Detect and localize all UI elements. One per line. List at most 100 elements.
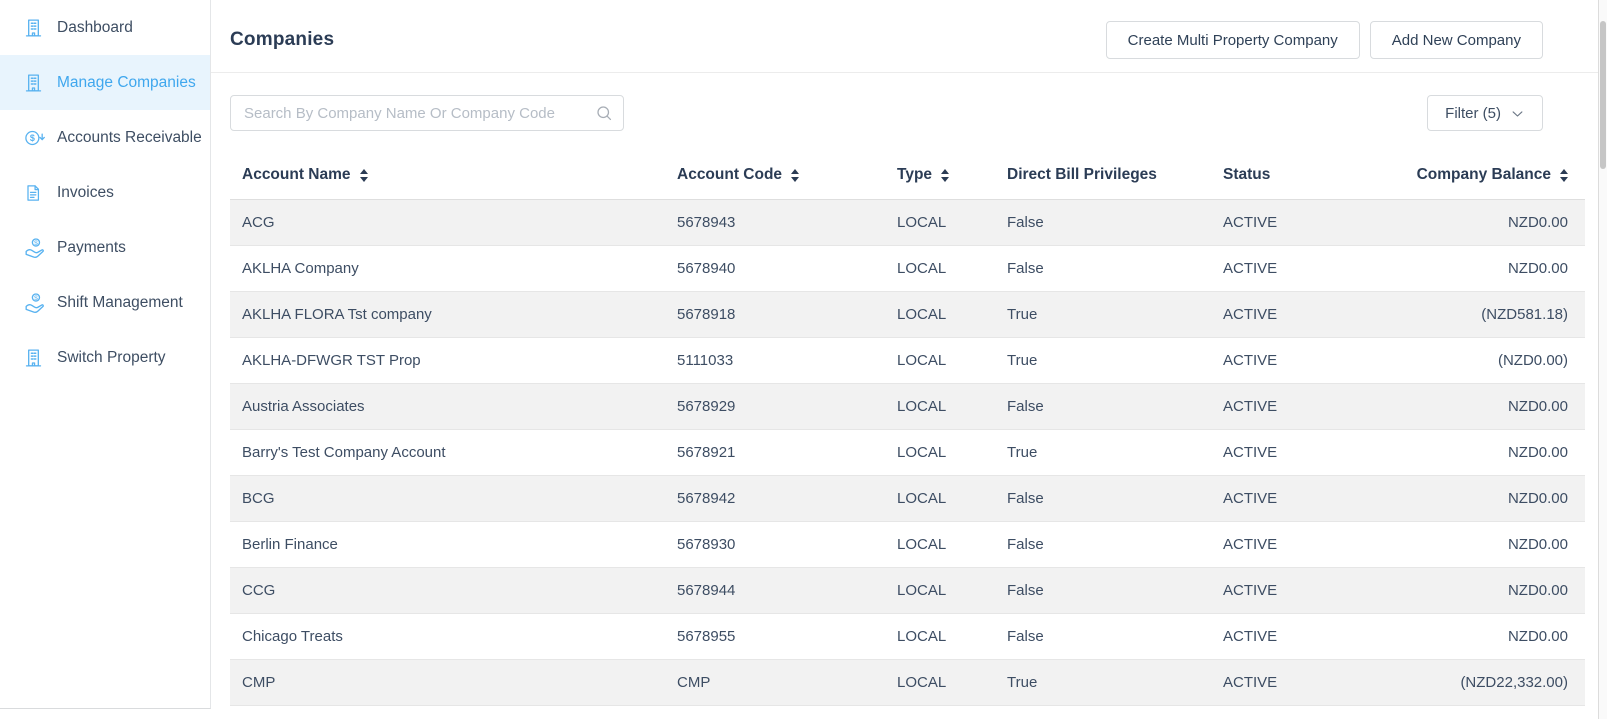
cell-account-name: AKLHA-DFWGR TST Prop <box>230 337 665 384</box>
sidebar-item-label: Switch Property <box>57 348 166 366</box>
cell-account-code: 5678930 <box>665 521 885 568</box>
cell-account-name: Austria Associates <box>230 383 665 430</box>
svg-text:$: $ <box>34 239 38 246</box>
cell-type: LOCAL <box>885 475 995 522</box>
cell-account-code: 5678955 <box>665 613 885 660</box>
cell-status: ACTIVE <box>1211 383 1383 430</box>
sidebar-item-dashboard[interactable]: Dashboard <box>0 0 210 55</box>
header-divider <box>211 72 1598 73</box>
sort-icon <box>941 169 950 182</box>
cell-account-code: 5678942 <box>665 475 885 522</box>
cell-type: LOCAL <box>885 613 995 660</box>
building-icon <box>23 16 46 40</box>
sort-icon <box>359 169 368 182</box>
cell-direct-bill-privileges: True <box>995 429 1211 476</box>
cell-account-code: 5678944 <box>665 567 885 614</box>
sidebar-item-switch-property[interactable]: Switch Property <box>0 330 210 385</box>
filter-button[interactable]: Filter (5) <box>1427 95 1543 131</box>
add-new-company-button[interactable]: Add New Company <box>1369 21 1543 59</box>
cell-status: ACTIVE <box>1211 567 1383 614</box>
cell-company-balance: NZD0.00 <box>1383 383 1585 430</box>
table-row[interactable]: AKLHA Company 5678940 LOCAL False ACTIVE NZD0… <box>230 245 1585 292</box>
cell-company-balance: NZD0.00 <box>1383 429 1585 476</box>
sort-icon <box>791 169 800 182</box>
cell-company-balance: NZD0.00 <box>1383 475 1585 522</box>
column-header-status: Status <box>1211 152 1383 200</box>
column-header-type[interactable]: Type <box>885 152 995 200</box>
sidebar-item-payments[interactable]: $ Payments <box>0 220 210 275</box>
cell-account-name: CMP <box>230 659 665 706</box>
cell-company-balance: NZD0.00 <box>1383 613 1585 660</box>
cell-status: ACTIVE <box>1211 659 1383 706</box>
cell-status: ACTIVE <box>1211 613 1383 660</box>
building-icon <box>23 71 46 95</box>
search-input[interactable] <box>230 95 624 131</box>
scrollbar-thumb[interactable] <box>1600 21 1606 169</box>
chevron-down-icon <box>1510 106 1525 121</box>
cell-type: LOCAL <box>885 199 995 246</box>
column-label: Direct Bill Privileges <box>1007 166 1157 184</box>
create-multi-property-company-button[interactable]: Create Multi Property Company <box>1105 21 1360 59</box>
table-row[interactable]: AKLHA-DFWGR TST Prop 5111033 LOCAL True ACTI… <box>230 337 1585 384</box>
cell-account-name: Chicago Treats <box>230 613 665 660</box>
cell-direct-bill-privileges: True <box>995 291 1211 338</box>
table-row[interactable]: Austria Associates 5678929 LOCAL False ACTIV… <box>230 383 1585 430</box>
cell-account-code: 5678940 <box>665 245 885 292</box>
cell-type: LOCAL <box>885 429 995 476</box>
cell-direct-bill-privileges: False <box>995 521 1211 568</box>
table-row[interactable]: CMP CMP LOCAL True ACTIVE (NZD22,332.00) <box>230 659 1585 706</box>
cell-type: LOCAL <box>885 383 995 430</box>
cell-status: ACTIVE <box>1211 199 1383 246</box>
svg-text:$: $ <box>34 294 38 301</box>
header-actions: Create Multi Property Company Add New Co… <box>1105 21 1543 59</box>
sidebar-item-manage-companies[interactable]: Manage Companies <box>0 55 210 110</box>
sidebar-item-invoices[interactable]: Invoices <box>0 165 210 220</box>
cell-direct-bill-privileges: False <box>995 613 1211 660</box>
cell-direct-bill-privileges: False <box>995 199 1211 246</box>
cell-account-name: AKLHA Company <box>230 245 665 292</box>
search-box <box>230 95 624 131</box>
cell-account-code: 5678918 <box>665 291 885 338</box>
hand-coin-icon: $ <box>23 291 46 315</box>
invoice-icon <box>23 181 46 205</box>
column-header-direct-bill-privileges: Direct Bill Privileges <box>995 152 1211 200</box>
cell-company-balance: (NZD581.18) <box>1383 291 1585 338</box>
cell-company-balance: NZD0.00 <box>1383 567 1585 614</box>
table-row[interactable]: Chicago Treats 5678955 LOCAL False ACTIVE NZD… <box>230 613 1585 660</box>
cell-direct-bill-privileges: False <box>995 567 1211 614</box>
cell-type: LOCAL <box>885 337 995 384</box>
cell-status: ACTIVE <box>1211 337 1383 384</box>
column-header-account-name[interactable]: Account Name <box>230 152 665 200</box>
cell-account-name: CCG <box>230 567 665 614</box>
table-row[interactable]: AKLHA FLORA Tst company 5678918 LOCAL True A… <box>230 291 1585 338</box>
cell-account-code: 5111033 <box>665 337 885 384</box>
column-label: Account Code <box>677 166 783 184</box>
column-header-account-code[interactable]: Account Code <box>665 152 885 200</box>
cell-company-balance: (NZD0.00) <box>1383 337 1585 384</box>
table-row[interactable]: ACG 5678943 LOCAL False ACTIVE NZD0.00 <box>230 199 1585 246</box>
sidebar-item-shift-management[interactable]: $ Shift Management <box>0 275 210 330</box>
sidebar-item-label: Manage Companies <box>57 73 196 91</box>
cell-direct-bill-privileges: False <box>995 383 1211 430</box>
table-row[interactable]: Berlin Finance 5678930 LOCAL False ACTIVE NZD… <box>230 521 1585 568</box>
cell-company-balance: NZD0.00 <box>1383 199 1585 246</box>
table-row[interactable]: Barry's Test Company Account 5678921 LOCAL… <box>230 429 1585 476</box>
page-title: Companies <box>230 29 335 50</box>
table-row[interactable]: CCG 5678944 LOCAL False ACTIVE NZD0.00 <box>230 567 1585 614</box>
cell-account-code: CMP <box>665 659 885 706</box>
cell-account-code: 5678929 <box>665 383 885 430</box>
cell-company-balance: (NZD22,332.00) <box>1383 659 1585 706</box>
column-header-company-balance[interactable]: Company Balance <box>1383 152 1585 200</box>
table-header-row: Account Name Account Code Type Direct Bill … <box>230 152 1585 200</box>
cell-account-code: 5678921 <box>665 429 885 476</box>
sidebar-item-label: Payments <box>57 238 126 256</box>
column-label: Account Name <box>242 166 351 184</box>
dollar-circle-icon: $ <box>23 126 46 150</box>
cell-company-balance: NZD0.00 <box>1383 245 1585 292</box>
column-label: Type <box>897 166 933 184</box>
sidebar-item-accounts-receivable[interactable]: $ Accounts Receivable <box>0 110 210 165</box>
column-label: Status <box>1223 166 1271 184</box>
scrollbar-track[interactable] <box>1598 0 1607 719</box>
cell-account-code: 5678943 <box>665 199 885 246</box>
table-row[interactable]: BCG 5678942 LOCAL False ACTIVE NZD0.00 <box>230 475 1585 522</box>
